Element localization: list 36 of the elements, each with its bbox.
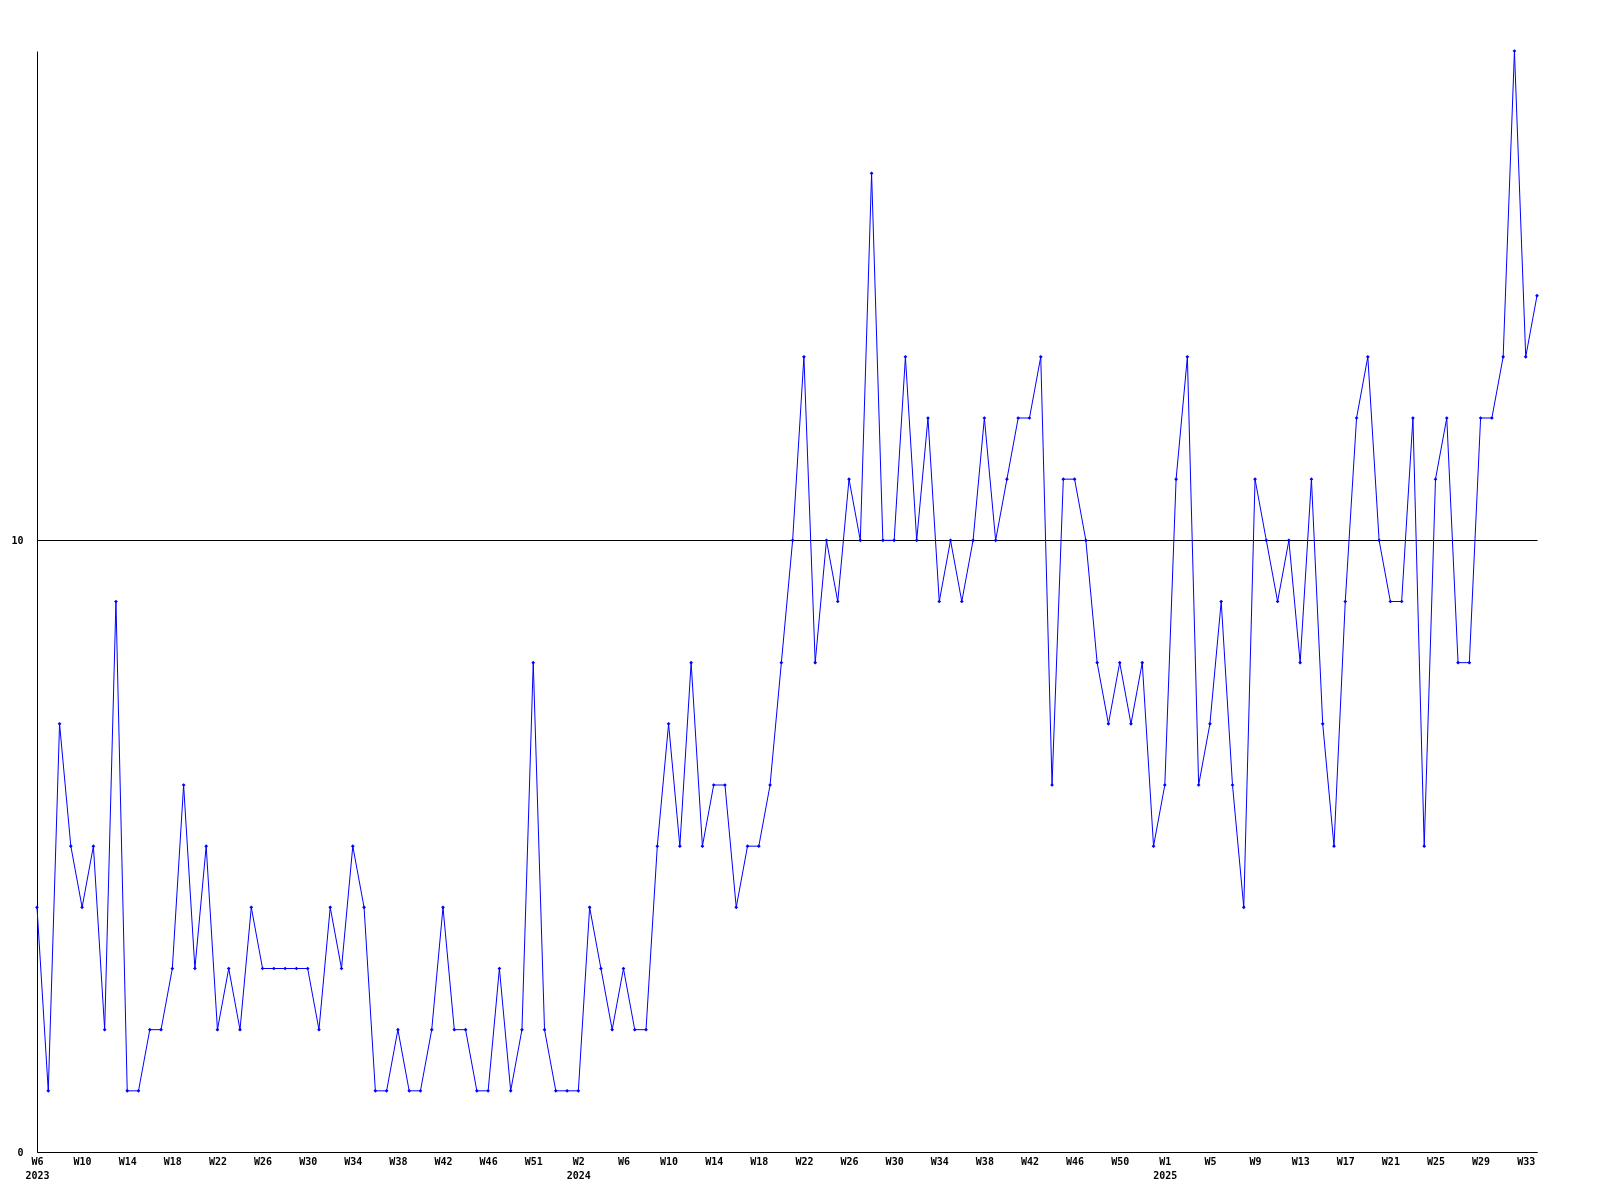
x-tick-label: W6 2023: [25, 1155, 50, 1181]
x-tick-label: W10: [660, 1155, 679, 1167]
x-tick-label: W33: [1517, 1155, 1536, 1167]
x-tick-label: W42: [434, 1155, 453, 1167]
x-tick-label: W18: [163, 1155, 182, 1167]
x-tick-label: W5: [1204, 1155, 1217, 1167]
x-tick-label: W6: [617, 1155, 630, 1167]
x-tick-label: W30: [299, 1155, 318, 1167]
x-tick-label: W29: [1472, 1155, 1491, 1167]
y-tick-label: 0: [17, 1146, 24, 1158]
x-tick-label: W34: [930, 1155, 949, 1167]
x-tick-label: W46: [1066, 1155, 1085, 1167]
x-tick-label: W22: [208, 1155, 227, 1167]
x-tick-label: W21: [1381, 1155, 1400, 1167]
x-tick-label: W34: [344, 1155, 363, 1167]
x-tick-label: W26: [840, 1155, 859, 1167]
x-tick-label: W22: [795, 1155, 814, 1167]
x-tick-label: W30: [885, 1155, 904, 1167]
x-tick-label: W18: [750, 1155, 769, 1167]
x-tick-label: W14: [705, 1155, 724, 1167]
x-tick-label: W9: [1249, 1155, 1262, 1167]
x-tick-label: W1 2025: [1153, 1155, 1178, 1181]
y-tick-label: 10: [11, 534, 24, 546]
x-tick-label: W26: [254, 1155, 273, 1167]
x-tick-label: W17: [1336, 1155, 1355, 1167]
x-tick-label: W38: [975, 1155, 994, 1167]
x-tick-label: W50: [1111, 1155, 1130, 1167]
x-tick-label: W10: [73, 1155, 92, 1167]
x-tick-label: W2 2024: [566, 1155, 591, 1181]
x-tick-label: W51: [524, 1155, 543, 1167]
x-tick-label: W25: [1426, 1155, 1446, 1167]
x-tick-label: W38: [389, 1155, 408, 1167]
x-tick-label: W42: [1020, 1155, 1040, 1167]
x-tick-label: W14: [118, 1155, 137, 1167]
x-tick-label: W46: [479, 1155, 498, 1167]
x-tick-label: W13: [1291, 1155, 1310, 1167]
